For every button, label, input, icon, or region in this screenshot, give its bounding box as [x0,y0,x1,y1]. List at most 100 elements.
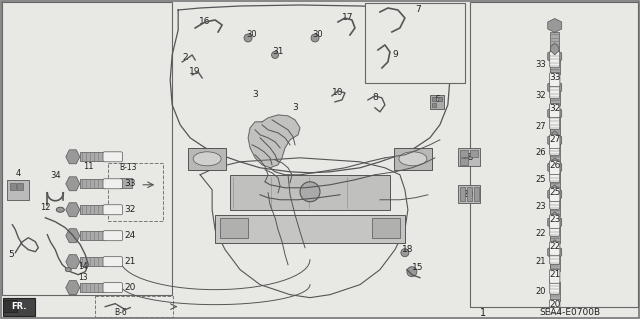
FancyBboxPatch shape [103,257,122,267]
Text: 32: 32 [535,91,546,100]
Bar [460,158,468,165]
Text: B-6: B-6 [114,308,127,317]
Polygon shape [548,80,562,94]
FancyBboxPatch shape [550,241,560,255]
Circle shape [300,182,320,202]
Text: 13: 13 [78,273,88,282]
Text: 24: 24 [124,231,135,240]
Text: 25: 25 [535,175,546,184]
Text: 3: 3 [292,103,298,112]
Bar [470,2,637,307]
Bar [17,183,23,190]
Bar [550,170,560,189]
FancyBboxPatch shape [103,179,122,189]
FancyBboxPatch shape [550,104,560,117]
Polygon shape [548,245,562,259]
Bar [550,120,559,141]
Bar [438,97,442,101]
FancyBboxPatch shape [550,220,560,236]
Bar [80,257,104,266]
FancyBboxPatch shape [103,205,122,215]
FancyBboxPatch shape [103,152,122,162]
Bar [550,174,559,195]
FancyBboxPatch shape [550,300,560,313]
Bar [432,97,436,101]
Bar [3,300,17,312]
Bar [8,180,29,200]
Text: 10: 10 [332,88,344,97]
Text: 21: 21 [535,257,546,266]
Bar [10,183,17,190]
Text: 29: 29 [462,190,474,199]
Bar [80,231,104,240]
Text: SEA4-E0700B: SEA4-E0700B [540,308,601,317]
FancyBboxPatch shape [550,139,560,156]
Polygon shape [548,187,562,201]
Polygon shape [170,5,450,173]
Bar [550,55,560,74]
Polygon shape [548,160,562,174]
Bar [550,259,559,279]
Bar [460,150,468,157]
Text: 4: 4 [16,169,21,178]
Text: 30: 30 [247,30,257,40]
Polygon shape [66,229,80,243]
Text: B-13: B-13 [120,163,137,172]
Polygon shape [66,281,80,295]
Bar [460,187,465,201]
Bar [550,197,560,216]
Text: 20: 20 [124,283,135,292]
Bar [550,201,559,221]
FancyBboxPatch shape [550,193,560,210]
Ellipse shape [56,207,64,212]
Bar [80,152,104,161]
Circle shape [401,249,409,257]
Bar [432,103,436,107]
Text: 7: 7 [415,5,420,14]
Text: 23: 23 [535,202,546,211]
Text: 21: 21 [549,270,561,279]
Text: 30: 30 [313,30,323,40]
Bar [215,215,405,243]
Polygon shape [548,133,562,147]
Text: 25: 25 [549,188,561,197]
Polygon shape [550,158,559,170]
Text: FR.: FR. [12,302,27,311]
Text: 18: 18 [402,245,413,254]
Text: 21: 21 [124,257,135,266]
Bar [120,178,132,188]
Text: 31: 31 [272,48,284,56]
Circle shape [311,34,319,42]
Bar [458,148,480,166]
Polygon shape [550,185,559,197]
Bar [3,298,35,315]
Bar [550,143,560,162]
FancyBboxPatch shape [103,283,122,293]
Polygon shape [548,19,562,33]
Polygon shape [66,255,80,269]
Text: 1: 1 [480,308,486,318]
Text: 17: 17 [342,13,354,22]
Bar [230,175,390,210]
Text: 22: 22 [535,229,546,238]
Text: 32: 32 [124,205,135,214]
Text: 5: 5 [8,250,14,259]
Bar [430,95,444,109]
FancyBboxPatch shape [550,248,560,264]
Bar [3,2,172,295]
Text: 9: 9 [392,50,397,59]
Circle shape [271,51,278,58]
Polygon shape [200,158,408,298]
Bar [550,229,559,249]
FancyBboxPatch shape [550,160,560,174]
Bar [550,147,559,167]
Text: 15: 15 [412,263,424,272]
Polygon shape [550,43,559,55]
Text: 23: 23 [549,215,561,224]
Polygon shape [66,203,80,217]
Polygon shape [548,49,562,63]
Text: 20: 20 [549,300,561,309]
Bar [550,117,560,136]
Text: 33: 33 [535,60,546,69]
FancyBboxPatch shape [550,166,560,182]
